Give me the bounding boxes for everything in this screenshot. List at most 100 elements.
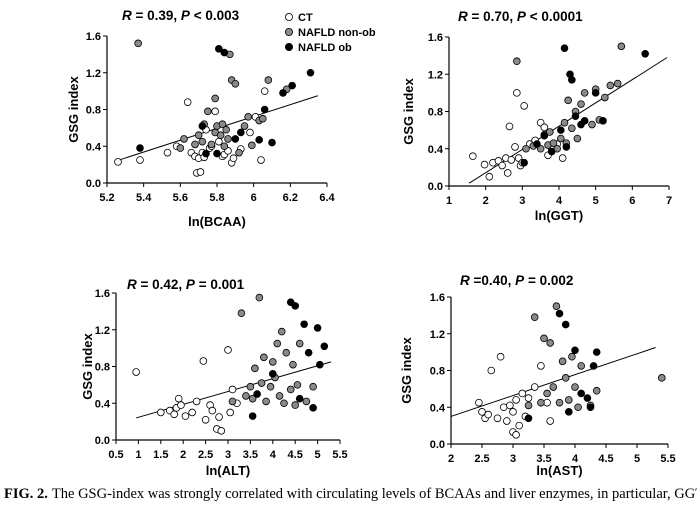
data-point (309, 404, 317, 412)
data-point (543, 389, 551, 398)
x-tick-label: 5 (593, 195, 599, 207)
data-point (530, 383, 539, 391)
data-point (302, 397, 311, 406)
data-point (240, 122, 249, 130)
y-tick-label: 0.0 (430, 439, 445, 451)
figure-caption-label: FIG. 2. (4, 486, 48, 502)
data-point (248, 394, 257, 403)
data-point (485, 172, 494, 181)
data-point (557, 134, 565, 143)
data-point (286, 385, 295, 394)
data-point (546, 417, 554, 425)
x-tick-label: 2 (448, 453, 454, 465)
x-tick-label: 6 (251, 192, 257, 204)
data-point (557, 126, 565, 134)
data-point (530, 313, 539, 322)
y-tick-label: 0.8 (95, 362, 110, 374)
data-point (174, 394, 183, 403)
x-tick-label: 3.5 (536, 453, 551, 465)
data-point (235, 148, 243, 157)
data-point (291, 302, 300, 310)
data-point (580, 117, 589, 125)
data-point (177, 401, 185, 409)
y-tick-label: 0.4 (428, 144, 444, 156)
panel-title: R = 0.39, P < 0.003 (122, 8, 240, 23)
y-tick-label: 0.0 (86, 178, 101, 190)
y-tick-label: 0.4 (95, 398, 111, 410)
data-point (295, 394, 304, 403)
data-point (268, 370, 277, 378)
data-point (288, 81, 296, 90)
x-tick-label: 5.5 (660, 453, 675, 465)
data-point (208, 406, 217, 415)
data-point (207, 140, 216, 149)
data-point (515, 421, 523, 430)
data-point (512, 396, 520, 404)
data-point (262, 397, 270, 406)
data-point (255, 136, 263, 144)
data-point (246, 128, 254, 137)
data-point (571, 112, 580, 120)
legend-label: NAFLD non-ob (298, 27, 376, 39)
data-point (224, 135, 232, 143)
x-tick-label: 3 (519, 195, 525, 207)
data-point (231, 79, 240, 88)
data-point (520, 102, 528, 110)
data-point (512, 431, 520, 439)
y-tick-label: 0.0 (428, 181, 443, 193)
data-point (222, 125, 230, 134)
y-tick-label: 0.8 (430, 366, 445, 378)
data-point (549, 139, 558, 147)
data-point (320, 342, 329, 351)
y-tick-label: 1.6 (428, 32, 443, 44)
data-point (134, 39, 142, 48)
scatter-panel-4: R =0.40, P = 0.002 2 2.5 3 3.5 4 4.5 5 5.5 0.0 0.4… (399, 273, 676, 478)
data-point (309, 382, 317, 391)
x-tick-label: 5 (315, 449, 321, 461)
scatter-panel-1: R = 0.39, P < 0.003 5.2 5.4 5.6 5.8 6 6.2 6.4 0.… (66, 8, 336, 229)
data-point (613, 79, 622, 88)
data-point (181, 412, 190, 420)
data-point (533, 140, 541, 148)
data-point (194, 131, 203, 140)
data-point (506, 401, 514, 410)
scatter-panel-2: R = 0.70, P < 0.0001 1 2 3 4 5 6 7 0.0 0.4 0.8 1.2 1… (401, 9, 672, 223)
data-point (487, 366, 496, 375)
data-point (213, 149, 221, 158)
data-point (546, 128, 554, 136)
y-tick-label: 1.2 (428, 69, 443, 81)
data-point (574, 403, 582, 412)
data-point (293, 381, 302, 389)
data-point (568, 124, 576, 133)
data-point (220, 48, 229, 57)
data-point (198, 122, 207, 130)
data-point (304, 348, 313, 357)
x-tick-label: 5.4 (136, 192, 152, 204)
data-point (202, 149, 210, 158)
y-tick-label: 1.2 (430, 329, 445, 341)
data-point (253, 390, 261, 398)
data-point (513, 57, 521, 66)
y-tick-label: 1.6 (430, 292, 445, 304)
data-point (183, 98, 192, 106)
y-tick-label: 0.8 (428, 107, 443, 119)
data-point (589, 362, 598, 370)
x-tick-label: 5.6 (173, 192, 188, 204)
data-point (560, 118, 569, 127)
data-point (524, 394, 533, 402)
data-point (480, 160, 489, 169)
data-point (306, 68, 315, 77)
y-tick-label: 0.4 (430, 402, 446, 414)
data-point (540, 131, 549, 140)
data-point (268, 138, 276, 147)
data-point (478, 408, 486, 416)
x-tick-label: 0.5 (108, 449, 123, 461)
data-point (537, 362, 545, 370)
y-tick-label: 1.6 (86, 31, 101, 43)
data-point (552, 302, 561, 310)
x-axis-label: ln(GGT) (535, 208, 583, 223)
figure-plots: R = 0.39, P < 0.003 5.2 5.4 5.6 5.8 6 6.2 6.4 0.… (66, 8, 676, 478)
data-point (215, 137, 223, 146)
data-point (136, 144, 144, 152)
data-point (561, 320, 570, 329)
